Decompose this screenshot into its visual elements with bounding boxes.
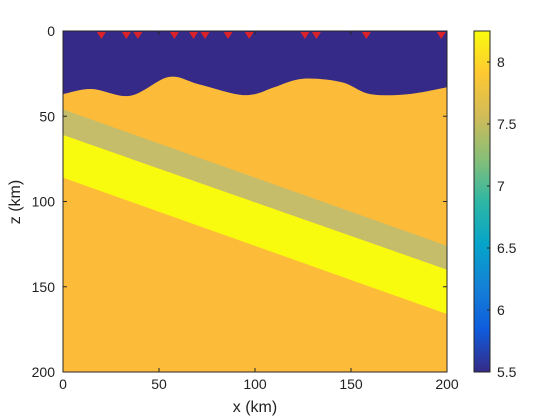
layer-slab-lower [63,135,447,315]
station-marker [169,32,179,39]
colorbar [473,30,491,373]
x-tick-label: 150 [339,376,363,392]
x-axis-label: x (km) [233,399,277,416]
station-marker [133,32,143,39]
colorbar-tick-label: 5.5 [497,364,517,380]
y-tick-label: 150 [32,279,56,295]
station-marker [311,32,321,39]
colorbar-tick-label: 8 [497,54,505,70]
colorbar-ticks: 5.5 6 6.5 7 7.5 8 [487,54,517,380]
x-tick-label: 200 [435,376,459,392]
y-tick-label: 50 [39,108,55,124]
x-axis-ticks: 0 50 100 150 200 [59,31,459,392]
station-marker [96,32,106,39]
colorbar-tick-label: 6 [497,302,505,318]
model-layers [63,31,447,372]
x-tick-label: 0 [59,376,67,392]
station-marker [200,32,210,39]
station-marker [121,32,131,39]
y-axis-ticks: 0 50 100 150 200 [32,23,447,380]
station-marker [361,32,371,39]
y-axis-label: z (km) [7,180,24,224]
x-tick-label: 50 [151,376,167,392]
station-marker [300,32,310,39]
y-tick-label: 100 [32,194,56,210]
station-marker [436,32,446,39]
station-marker [244,32,254,39]
y-tick-label: 0 [47,23,55,39]
colorbar-tick-label: 7 [497,178,505,194]
layer-upper [63,31,447,97]
colorbar-tick-label: 7.5 [497,116,517,132]
layer-slab-upper [63,109,447,270]
x-tick-label: 100 [243,376,267,392]
station-marker [189,32,199,39]
station-marker [223,32,233,39]
station-markers [96,32,446,39]
y-tick-label: 200 [32,364,56,380]
colorbar-tick-label: 6.5 [497,240,517,256]
